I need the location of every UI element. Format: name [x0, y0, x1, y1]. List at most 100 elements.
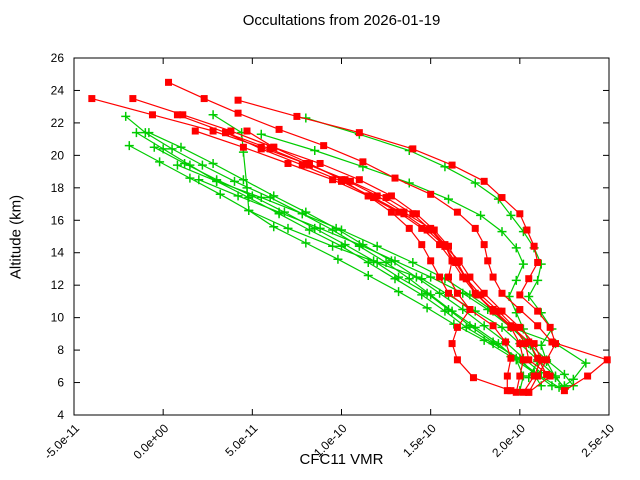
square-marker — [453, 323, 461, 331]
square-marker — [603, 356, 611, 364]
square-marker — [546, 323, 554, 331]
y-tick-label: 12 — [51, 278, 65, 292]
series-line-green-occultation-4 — [129, 145, 553, 387]
square-marker — [88, 95, 96, 103]
plus-marker — [422, 303, 432, 313]
square-marker — [534, 322, 542, 330]
square-marker — [387, 208, 395, 216]
square-marker — [462, 275, 470, 283]
square-marker — [453, 356, 461, 364]
plus-marker — [283, 223, 293, 233]
plus-marker — [149, 142, 159, 152]
square-marker — [543, 370, 551, 378]
plus-marker — [215, 189, 225, 199]
square-marker — [546, 372, 554, 380]
series-line-red-occultation-2 — [132, 98, 525, 393]
plus-marker — [440, 162, 450, 172]
square-marker — [480, 241, 488, 249]
plus-marker — [559, 369, 569, 379]
square-marker — [516, 323, 524, 331]
square-marker — [453, 289, 461, 297]
square-marker — [448, 257, 456, 265]
chart-title: Occultations from 2026-01-19 — [242, 12, 441, 29]
square-marker — [471, 289, 479, 297]
square-marker — [552, 340, 559, 348]
plus-marker — [230, 176, 239, 186]
plus-marker — [172, 160, 182, 170]
square-marker — [525, 275, 533, 283]
square-marker — [519, 388, 527, 396]
x-tick-label: -5.0e-11 — [41, 421, 82, 462]
x-tick-label: 5.0e-11 — [222, 421, 260, 459]
series-line-green-occultation-6 — [212, 114, 565, 390]
plus-marker — [568, 374, 578, 384]
square-marker — [477, 291, 485, 299]
plus-marker — [328, 241, 338, 251]
square-marker — [530, 340, 538, 348]
square-marker — [257, 145, 265, 153]
plus-marker — [476, 210, 486, 220]
square-marker — [427, 226, 435, 234]
plus-marker — [506, 210, 516, 220]
square-marker — [507, 387, 515, 395]
series-line-green-occultation-10 — [261, 133, 539, 378]
square-marker — [284, 159, 292, 167]
plus-marker — [208, 158, 218, 168]
square-marker — [400, 210, 408, 218]
plus-marker — [269, 222, 279, 232]
square-marker — [498, 289, 506, 297]
square-marker — [239, 143, 247, 151]
square-marker — [503, 372, 511, 380]
y-tick-label: 14 — [51, 246, 65, 260]
square-marker — [234, 109, 242, 117]
square-marker — [525, 356, 533, 364]
plus-marker — [131, 128, 141, 138]
y-tick-label: 18 — [51, 181, 65, 195]
square-marker — [521, 340, 529, 348]
plus-marker — [479, 321, 489, 331]
square-marker — [534, 307, 542, 315]
square-marker — [329, 176, 337, 184]
square-marker — [234, 96, 242, 104]
square-marker — [516, 306, 524, 314]
square-marker — [359, 158, 367, 166]
square-marker — [148, 111, 156, 119]
square-marker — [525, 338, 533, 346]
x-tick-label: 2.5e-10 — [578, 421, 617, 460]
square-marker — [494, 307, 502, 315]
plus-marker — [337, 225, 346, 235]
square-marker — [480, 177, 488, 185]
plus-marker — [422, 288, 432, 298]
square-marker — [200, 95, 208, 103]
square-marker — [129, 95, 137, 103]
square-marker — [179, 111, 187, 119]
plus-marker — [444, 305, 453, 315]
square-marker — [516, 340, 524, 348]
square-marker — [373, 192, 381, 200]
series-line-green-occultation-5 — [154, 146, 560, 388]
square-marker — [480, 289, 488, 297]
plus-marker — [488, 337, 498, 347]
plus-marker — [256, 193, 266, 203]
y-tick-label: 4 — [57, 408, 64, 422]
series-line-red-occultation-5 — [195, 130, 548, 375]
x-tick-label: 1.0e-10 — [311, 421, 350, 460]
plus-marker — [404, 274, 414, 284]
square-marker — [489, 306, 497, 314]
square-marker — [370, 194, 378, 202]
square-marker — [512, 388, 520, 396]
plus-marker — [417, 274, 427, 284]
plus-marker — [297, 209, 307, 219]
square-marker — [355, 129, 363, 137]
plus-marker — [194, 175, 204, 185]
square-marker — [498, 194, 506, 202]
square-marker — [502, 338, 510, 346]
plus-marker — [394, 272, 404, 282]
square-marker — [418, 224, 426, 232]
square-marker — [338, 176, 345, 184]
square-marker — [405, 224, 413, 232]
square-marker — [523, 226, 531, 234]
square-marker — [507, 322, 515, 330]
